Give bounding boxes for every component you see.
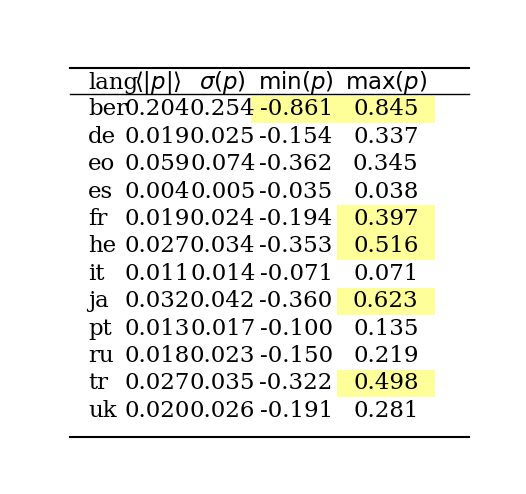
Text: 0.020: 0.020 — [125, 400, 190, 422]
Text: 0.845: 0.845 — [353, 98, 419, 121]
Text: 0.017: 0.017 — [190, 318, 255, 339]
Text: -0.194: -0.194 — [259, 208, 333, 230]
Text: de: de — [88, 126, 116, 148]
Text: 0.038: 0.038 — [353, 181, 419, 203]
Text: uk: uk — [88, 400, 117, 422]
Text: 0.397: 0.397 — [353, 208, 419, 230]
Text: 0.024: 0.024 — [190, 208, 256, 230]
Text: $\langle |p| \rangle$: $\langle |p| \rangle$ — [134, 69, 181, 96]
Text: ber: ber — [88, 98, 127, 121]
Text: lang: lang — [88, 72, 138, 94]
Text: 0.019: 0.019 — [125, 208, 190, 230]
Text: -0.071: -0.071 — [259, 263, 332, 285]
Text: -0.353: -0.353 — [259, 236, 333, 257]
Text: 0.013: 0.013 — [125, 318, 190, 339]
Text: 0.042: 0.042 — [190, 290, 256, 312]
Text: pt: pt — [88, 318, 112, 339]
Text: 0.498: 0.498 — [353, 372, 419, 394]
Bar — [337, 206, 434, 233]
Text: 0.204: 0.204 — [125, 98, 190, 121]
Text: ru: ru — [88, 345, 114, 367]
Text: -0.035: -0.035 — [259, 181, 333, 203]
Text: 0.025: 0.025 — [190, 126, 256, 148]
Text: -0.362: -0.362 — [259, 153, 333, 175]
Text: 0.026: 0.026 — [190, 400, 256, 422]
Text: $\mathrm{min}(p)$: $\mathrm{min}(p)$ — [258, 69, 334, 96]
Text: eo: eo — [88, 153, 115, 175]
Text: 0.074: 0.074 — [190, 153, 256, 175]
Bar — [337, 233, 434, 260]
Text: -0.360: -0.360 — [259, 290, 333, 312]
Text: 0.059: 0.059 — [125, 153, 190, 175]
Text: 0.135: 0.135 — [353, 318, 419, 339]
Text: 0.035: 0.035 — [190, 372, 256, 394]
Text: $\sigma(p)$: $\sigma(p)$ — [199, 69, 246, 96]
Text: it: it — [88, 263, 105, 285]
Text: 0.027: 0.027 — [125, 372, 190, 394]
Text: es: es — [88, 181, 113, 203]
Text: -0.154: -0.154 — [259, 126, 333, 148]
Text: 0.027: 0.027 — [125, 236, 190, 257]
Text: -0.150: -0.150 — [259, 345, 332, 367]
Bar — [337, 288, 434, 315]
Text: 0.337: 0.337 — [353, 126, 419, 148]
Text: 0.018: 0.018 — [125, 345, 190, 367]
Text: fr: fr — [88, 208, 107, 230]
Text: 0.281: 0.281 — [353, 400, 419, 422]
Text: 0.023: 0.023 — [190, 345, 256, 367]
Text: -0.861: -0.861 — [259, 98, 332, 121]
Text: $\mathrm{max}(p)$: $\mathrm{max}(p)$ — [345, 69, 427, 96]
Text: 0.004: 0.004 — [125, 181, 190, 203]
Text: 0.516: 0.516 — [353, 236, 419, 257]
Text: ja: ja — [88, 290, 109, 312]
Text: he: he — [88, 236, 116, 257]
Text: 0.219: 0.219 — [353, 345, 419, 367]
Text: -0.191: -0.191 — [259, 400, 332, 422]
Bar — [337, 370, 434, 397]
Text: tr: tr — [88, 372, 108, 394]
Text: 0.345: 0.345 — [353, 153, 419, 175]
Text: 0.019: 0.019 — [125, 126, 190, 148]
Text: 0.254: 0.254 — [190, 98, 256, 121]
Text: 0.011: 0.011 — [125, 263, 190, 285]
Text: -0.322: -0.322 — [259, 372, 333, 394]
Text: -0.100: -0.100 — [259, 318, 332, 339]
Text: 0.623: 0.623 — [353, 290, 419, 312]
Text: 0.014: 0.014 — [190, 263, 256, 285]
Bar — [251, 96, 434, 123]
Text: 0.034: 0.034 — [190, 236, 256, 257]
Text: 0.032: 0.032 — [125, 290, 190, 312]
Text: 0.071: 0.071 — [353, 263, 418, 285]
Text: 0.005: 0.005 — [190, 181, 256, 203]
